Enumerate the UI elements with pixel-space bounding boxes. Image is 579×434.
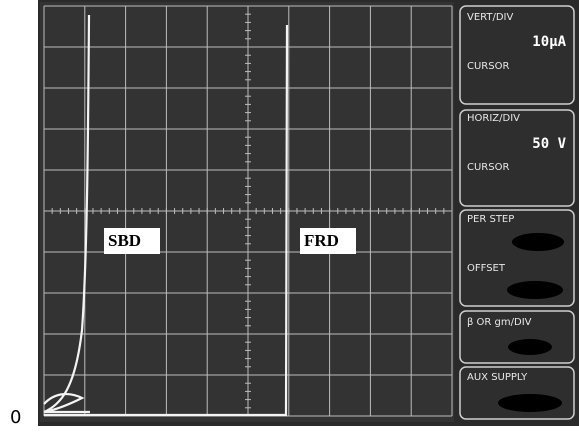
panel-title: OFFSET bbox=[467, 263, 506, 274]
panel-title: β OR gm/DIV bbox=[467, 317, 532, 328]
panel-value: 10μA bbox=[532, 34, 566, 50]
panel-title: HORIZ/DIV bbox=[467, 113, 520, 124]
curve-tracer-photo: SBD FRD 0 VERT/DIV 10μA CURSOR HORIZ/DIV… bbox=[0, 0, 579, 434]
trace-label: SBD bbox=[108, 231, 141, 250]
redaction bbox=[512, 233, 564, 251]
trace-label: FRD bbox=[304, 231, 339, 250]
redaction bbox=[508, 339, 552, 355]
redaction bbox=[507, 281, 563, 299]
origin-label: 0 bbox=[10, 407, 21, 428]
panel-title: VERT/DIV bbox=[467, 12, 514, 23]
panel-title: PER STEP bbox=[467, 214, 514, 225]
panel-box bbox=[460, 110, 574, 206]
panel-cursor: CURSOR bbox=[467, 162, 509, 173]
redaction bbox=[498, 394, 562, 412]
panel-title: AUX SUPPLY bbox=[467, 372, 528, 383]
panel-value: 50 V bbox=[532, 136, 566, 152]
panel-cursor: CURSOR bbox=[467, 61, 509, 72]
